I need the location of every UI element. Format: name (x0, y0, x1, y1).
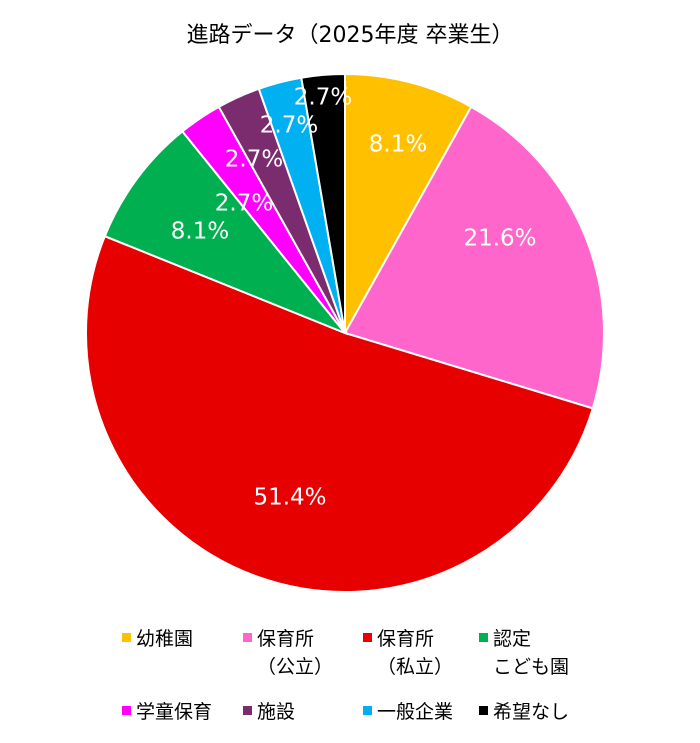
pie-slices (85, 72, 605, 594)
slice-data-label: 21.6% (463, 226, 536, 252)
slice-data-label: 51.4% (253, 485, 326, 511)
legend-label: 保育所 (257, 628, 314, 650)
legend-swatch (122, 706, 131, 715)
legend-item: 一般企業 (363, 701, 453, 723)
slice-data-label: 2.7% (225, 147, 283, 173)
pie-slice (344, 72, 473, 337)
slice-data-label: 8.1% (171, 219, 229, 245)
legend-label: 認定 (493, 628, 531, 650)
legend-item: 希望なし (479, 701, 569, 723)
legend-swatch (243, 633, 252, 642)
legend-item: 幼稚園 (122, 628, 193, 650)
legend-swatch (363, 706, 372, 715)
slice-data-label: 2.7% (215, 191, 273, 217)
slice-data-label: 2.7% (260, 113, 318, 139)
pie-slice (103, 129, 349, 336)
pie-slice (300, 72, 346, 334)
legend-item: 施設 (243, 701, 295, 723)
legend-label: （私立） (377, 656, 453, 678)
pie-slice (85, 234, 595, 594)
legend-label: 施設 (257, 701, 295, 723)
legend-label: こども園 (493, 656, 569, 678)
slice-data-label: 8.1% (369, 132, 427, 158)
legend-label: 希望なし (493, 701, 569, 723)
legend-swatch (479, 633, 488, 642)
legend-label: 学童保育 (136, 701, 212, 723)
legend-label: 幼稚園 (136, 628, 193, 650)
legend-label: 一般企業 (377, 701, 453, 723)
chart-title: 進路データ（2025年度 卒業生） (187, 23, 514, 48)
pie-slice (343, 105, 605, 410)
slice-labels: 8.1%21.6%51.4%8.1%2.7%2.7%2.7%2.7% (171, 85, 537, 511)
legend-item: 学童保育 (122, 701, 212, 723)
legend-item: 保育所 （公立） (243, 628, 333, 678)
legend-swatch (122, 633, 131, 642)
slice-data-label: 2.7% (294, 85, 352, 111)
legend-label: 保育所 (377, 628, 434, 650)
legend-swatch (243, 706, 252, 715)
legend-swatch (479, 706, 488, 715)
legend-item: 保育所 （私立） (363, 628, 453, 678)
legend-label: （公立） (257, 656, 333, 678)
legend-swatch (363, 633, 372, 642)
